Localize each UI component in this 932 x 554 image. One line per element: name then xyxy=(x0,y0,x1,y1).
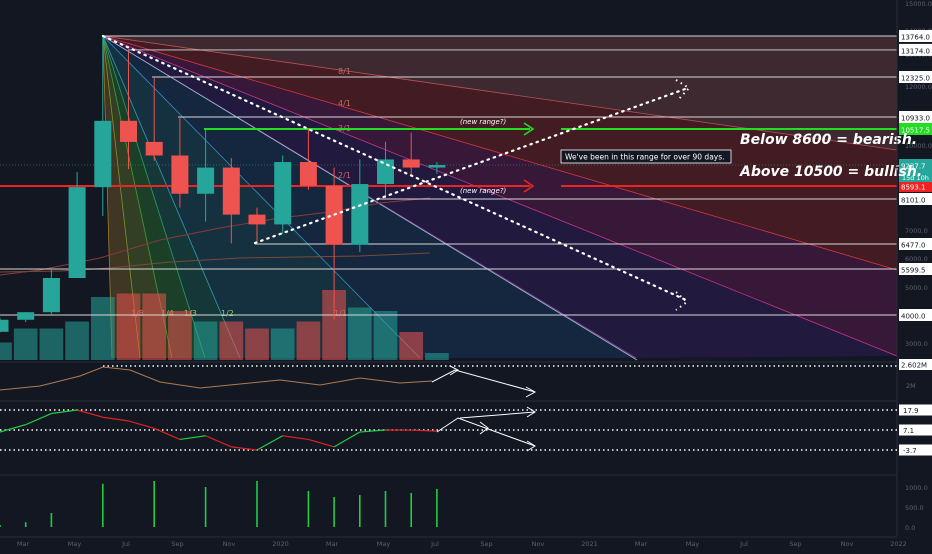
pane2-badge-label: 7.1 xyxy=(903,427,914,435)
price-level-label: 13174.0 xyxy=(901,47,930,55)
candle-body xyxy=(351,184,368,245)
volume-bar xyxy=(245,329,269,361)
price-tick-label: 3000.0 xyxy=(905,340,928,348)
volume-bar xyxy=(117,294,141,361)
pane1-badge-label: 2.602M xyxy=(901,362,927,370)
fan-label: 8/1 xyxy=(338,67,351,76)
price-level-label: 6477.0 xyxy=(901,242,926,250)
volume-bar xyxy=(374,311,398,360)
time-axis-label: Mar xyxy=(635,540,648,548)
time-axis-label: Nov xyxy=(532,540,545,548)
candle-body xyxy=(197,168,214,194)
price-level-label: 13764.0 xyxy=(901,34,930,42)
candle-body xyxy=(171,155,188,193)
time-axis-label: Nov xyxy=(841,540,854,548)
volume-bar xyxy=(219,322,243,361)
price-level-label: 4000.0 xyxy=(901,313,926,321)
candle-body xyxy=(223,168,240,215)
candle-body xyxy=(69,187,86,278)
candle-body xyxy=(428,165,445,168)
volume-bar xyxy=(399,332,423,360)
candle-body xyxy=(94,121,111,187)
time-axis: Mar May Jul Sep Nov 2020 Mar May Jul Sep Nov 2021 Ma… xyxy=(0,536,932,550)
candle-body xyxy=(120,121,137,142)
time-axis-label: Sep xyxy=(171,540,183,548)
bearish-annotation: Below 8600 = bearish. xyxy=(740,132,917,148)
pane3-tick: 1000.0 xyxy=(905,484,928,492)
candle-body xyxy=(300,162,317,186)
price-level-label: 8101.0 xyxy=(901,197,926,205)
volume-bar xyxy=(194,322,218,361)
candle-body xyxy=(249,215,266,225)
price-tick-label: 5000.0 xyxy=(905,284,928,292)
candle-body xyxy=(146,142,163,156)
time-axis-label: May xyxy=(68,540,82,548)
pane3-tick: 500.0 xyxy=(905,504,924,512)
price-tick-label: 12000.0 xyxy=(905,83,932,91)
fan-label: 4/1 xyxy=(338,99,351,108)
pane3-tick: 0.0 xyxy=(905,524,915,532)
price-level-label: 5599.5 xyxy=(901,267,926,275)
time-axis-label: Jul xyxy=(430,540,439,548)
new-range-bottom-label: (new range?) xyxy=(460,187,506,195)
candle-body xyxy=(0,320,9,332)
time-axis-label: Mar xyxy=(326,540,339,548)
new-range-top-label: (new range?) xyxy=(460,118,506,126)
time-axis-label: Jul xyxy=(739,540,748,548)
candle-body xyxy=(17,312,34,320)
volume-bar xyxy=(65,322,89,361)
time-axis-label: Sep xyxy=(480,540,492,548)
volume-bar xyxy=(0,343,12,361)
time-axis-label: May xyxy=(686,540,700,548)
bullish-annotation: Above 10500 = bullish. xyxy=(739,164,922,180)
candle-body xyxy=(377,159,394,184)
candle-body xyxy=(403,159,420,167)
price-level-label: 10933.0 xyxy=(901,115,930,123)
time-axis-label: May xyxy=(377,540,391,548)
gann-fan: 8/14/13/12/11/81/41/31/21/1 xyxy=(103,36,897,360)
volume-bar xyxy=(271,329,295,361)
volume-bar xyxy=(142,294,166,361)
range-note-text: We've been in this range for over 90 day… xyxy=(565,153,725,162)
volume-bar xyxy=(40,329,64,361)
time-axis-label: Mar xyxy=(17,540,30,548)
price-level-label: 8593.1 xyxy=(901,184,926,192)
pane2-badge-label: -3.7 xyxy=(903,447,917,455)
candle-body xyxy=(274,162,291,224)
time-axis-label: Jul xyxy=(121,540,130,548)
volume-bar xyxy=(297,322,321,361)
price-tick-label: 15000.0 xyxy=(905,0,932,8)
price-tick-label: 6000.0 xyxy=(905,255,928,263)
pane1-tick: 2M xyxy=(906,382,916,390)
volume-bar xyxy=(168,311,192,360)
time-axis-label: 2021 xyxy=(581,540,598,548)
time-axis-label: 2022 xyxy=(890,540,907,548)
candle-body xyxy=(43,278,60,312)
price-level-label: 12325.0 xyxy=(901,75,930,83)
time-axis-label: Nov xyxy=(223,540,236,548)
fan-label: 2/1 xyxy=(338,171,351,180)
price-tick-label: 7000.0 xyxy=(905,227,928,235)
time-axis-label: Sep xyxy=(789,540,801,548)
time-axis-label: 2020 xyxy=(272,540,289,548)
fan-label: 1/2 xyxy=(221,309,234,318)
pane2-badge-label: 17.9 xyxy=(903,407,919,415)
volume-bar xyxy=(425,353,449,360)
volume-bar xyxy=(91,297,115,360)
volume-bar xyxy=(14,329,38,361)
